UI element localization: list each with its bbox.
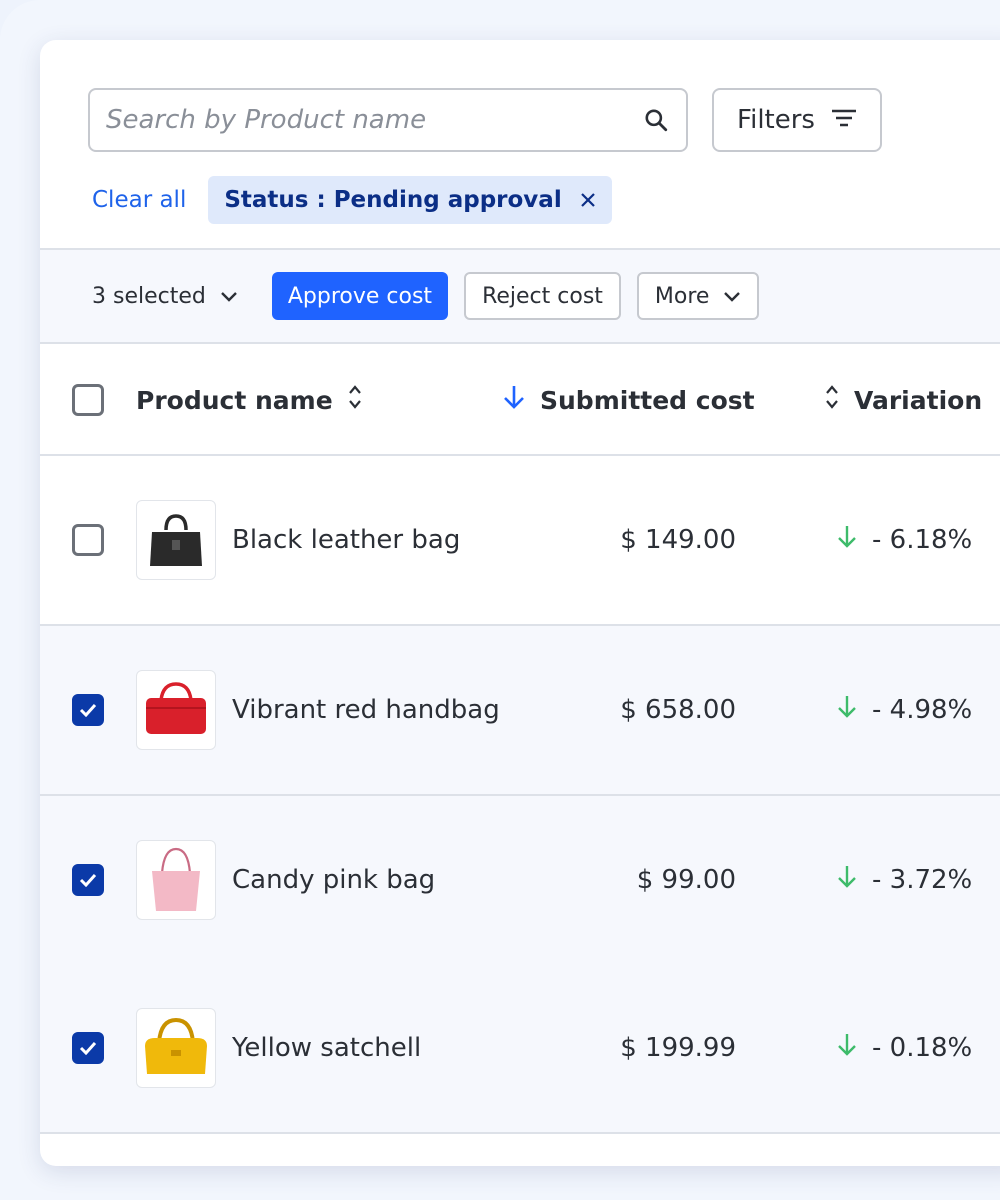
row-select-cell (72, 626, 104, 794)
submitted-cost-cell: $ 99.00 (490, 796, 736, 964)
approve-cost-label: Approve cost (287, 283, 433, 309)
table-row[interactable]: Yellow satchell $ 199.99 - 0.18% (40, 964, 1000, 1134)
column-header-cost[interactable]: Submitted cost (502, 344, 755, 456)
table-header: Product name Submitted cost (40, 344, 1000, 456)
product-thumbnail-cell (136, 456, 216, 624)
variation-cell: - 3.72% (836, 796, 972, 964)
selected-count-label: 3 selected (92, 283, 206, 309)
search-field[interactable] (88, 88, 688, 152)
selected-count-dropdown[interactable]: 3 selected (92, 284, 238, 309)
variation-value: - 6.18% (872, 525, 973, 555)
product-table-card: Filters Clear all Status : Pending appro… (40, 40, 1000, 1166)
product-name-cell: Yellow satchell (232, 964, 421, 1132)
approve-cost-button[interactable]: Approve cost (271, 272, 449, 320)
product-image (136, 840, 216, 920)
select-all-checkbox[interactable] (72, 384, 104, 416)
filter-chip-label: Status : Pending approval (224, 187, 562, 213)
variation-value: - 4.98% (872, 695, 973, 725)
table-row[interactable]: Candy pink bag $ 99.00 - 3.72% (40, 796, 1000, 966)
column-header-cost-label: Submitted cost (540, 385, 755, 415)
variation-value: - 3.72% (872, 865, 973, 895)
row-checkbox[interactable] (72, 864, 104, 896)
arrow-down-icon (836, 1032, 858, 1065)
product-thumbnail-cell (136, 626, 216, 794)
close-icon[interactable] (580, 186, 596, 214)
product-name: Candy pink bag (232, 865, 436, 895)
variation-cell: - 4.98% (836, 626, 972, 794)
row-select-cell (72, 456, 104, 624)
variation-cell: - 0.18% (836, 964, 972, 1132)
submitted-cost-cell: $ 199.99 (490, 964, 736, 1132)
bulk-action-bar: 3 selected Approve cost Reject cost More (40, 248, 1000, 344)
variation-cell: - 6.18% (836, 456, 972, 624)
filters-button[interactable]: Filters (712, 88, 882, 152)
reject-cost-label: Reject cost (482, 283, 603, 309)
product-thumbnail-cell (136, 796, 216, 964)
filter-lines-icon (831, 105, 857, 135)
product-image (136, 670, 216, 750)
submitted-cost: $ 99.00 (636, 865, 736, 895)
column-header-variation[interactable]: Variation (824, 344, 982, 456)
reject-cost-button[interactable]: Reject cost (464, 272, 621, 320)
submitted-cost: $ 149.00 (620, 525, 736, 555)
row-select-cell (72, 964, 104, 1132)
submitted-cost-cell: $ 658.00 (490, 626, 736, 794)
select-all-cell (72, 344, 104, 456)
row-checkbox[interactable] (72, 694, 104, 726)
search-icon[interactable] (642, 106, 670, 134)
product-name: Yellow satchell (232, 1033, 422, 1063)
product-name-cell: Black leather bag (232, 456, 460, 624)
product-image (136, 500, 216, 580)
sort-descending-icon[interactable] (502, 383, 526, 417)
row-checkbox[interactable] (72, 1032, 104, 1064)
product-name: Vibrant red handbag (232, 695, 500, 725)
table-row[interactable]: Vibrant red handbag $ 658.00 - 4.98% (40, 626, 1000, 796)
variation-value: - 0.18% (872, 1033, 973, 1063)
more-button[interactable]: More (636, 272, 760, 320)
product-thumbnail-cell (136, 964, 216, 1132)
filters-label: Filters (737, 105, 815, 135)
column-header-variation-label: Variation (854, 385, 983, 415)
clear-all-link[interactable]: Clear all (92, 187, 187, 213)
column-header-product-label: Product name (136, 385, 333, 415)
product-name-cell: Vibrant red handbag (232, 626, 500, 794)
row-checkbox[interactable] (72, 524, 104, 556)
filter-chip: Status : Pending approval (208, 176, 612, 224)
active-filters: Clear all Status : Pending approval (92, 176, 612, 224)
product-image (136, 1008, 216, 1088)
row-select-cell (72, 796, 104, 964)
submitted-cost-cell: $ 149.00 (490, 456, 736, 624)
product-name: Black leather bag (232, 525, 461, 555)
submitted-cost: $ 658.00 (620, 695, 736, 725)
product-name-cell: Candy pink bag (232, 796, 435, 964)
sort-icon[interactable] (347, 383, 363, 417)
search-input[interactable] (106, 105, 642, 135)
submitted-cost: $ 199.99 (620, 1033, 736, 1063)
sort-icon[interactable] (824, 383, 840, 417)
column-header-product[interactable]: Product name (136, 344, 363, 456)
more-label: More (654, 283, 710, 309)
chevron-down-icon (723, 284, 741, 309)
arrow-down-icon (836, 524, 858, 557)
arrow-down-icon (836, 694, 858, 727)
chevron-down-icon (220, 284, 238, 309)
arrow-down-icon (836, 864, 858, 897)
table-row[interactable]: Black leather bag $ 149.00 - 6.18% (40, 456, 1000, 626)
